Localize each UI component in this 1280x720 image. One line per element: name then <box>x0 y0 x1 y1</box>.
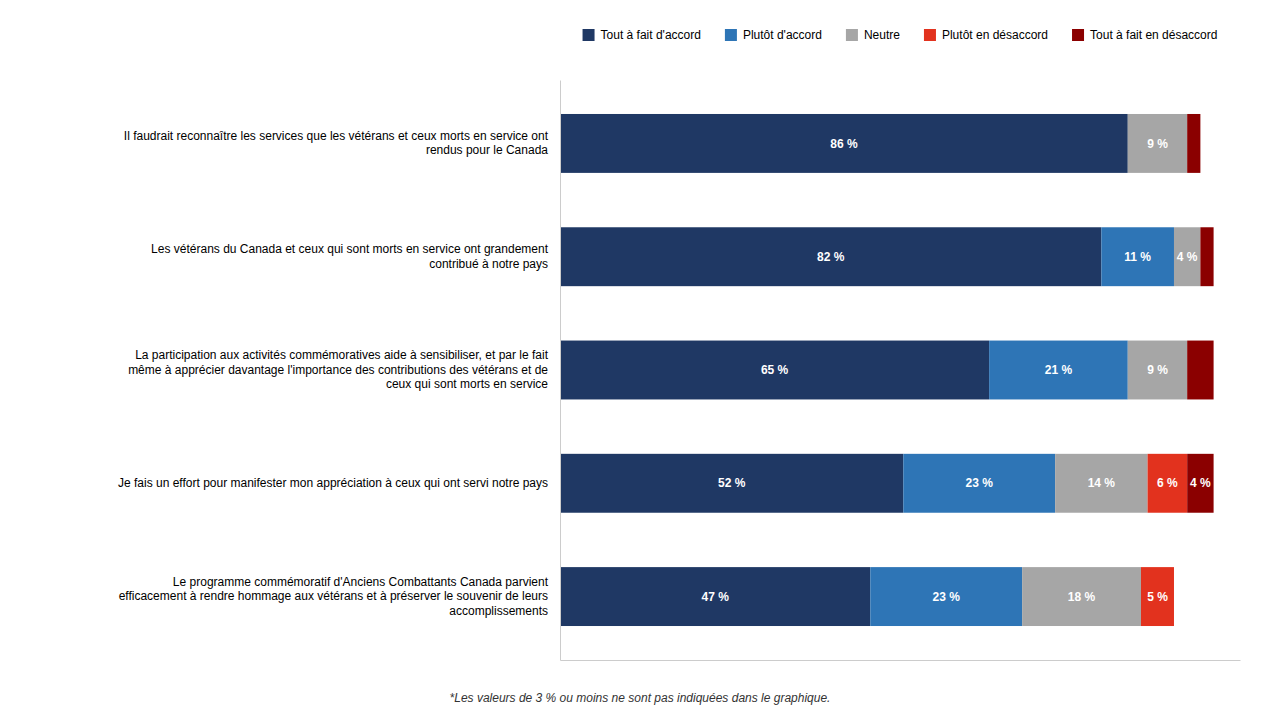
data-label: 52 % <box>718 476 746 490</box>
category-label: Je fais un effort pour manifester mon ap… <box>118 476 548 490</box>
bar-segment <box>1174 227 1200 286</box>
data-label: 9 % <box>1147 363 1168 377</box>
category-label-line: même à apprécier davantage l'importance … <box>128 363 548 377</box>
data-label: 14 % <box>1088 476 1116 490</box>
data-label: 18 % <box>1068 590 1096 604</box>
data-label: 82 % <box>817 250 845 264</box>
legend-item: Tout à fait en désaccord <box>1072 28 1217 42</box>
bar-segment <box>1055 454 1147 513</box>
category-label-line: efficacement à rendre hommage aux vétéra… <box>119 589 548 603</box>
legend: Tout à fait d'accord Plutôt d'accord Neutr… <box>583 28 1218 42</box>
category-label: Les vétérans du Canada et ceux qui sont … <box>151 242 549 270</box>
bar-segment <box>1022 567 1141 626</box>
axis-line <box>561 660 1241 661</box>
legend-swatch <box>583 29 595 41</box>
category-label-line: ceux qui sont morts en service <box>386 377 548 391</box>
bar-segment <box>560 227 1101 286</box>
legend-item: Plutôt d'accord <box>725 28 822 42</box>
bar-segment <box>1187 114 1200 173</box>
legend-item: Neutre <box>846 28 900 42</box>
category-label-line: Il faudrait reconnaître les services que… <box>124 129 549 143</box>
bar-segment <box>560 114 1128 173</box>
chart: 86 % 82 % 65 % 52 % 47 % 11 % 21 % 23 % 23 % 9 % 4… <box>0 0 1280 720</box>
data-label: 4 % <box>1177 250 1198 264</box>
bar-segment <box>1148 454 1188 513</box>
legend-label: Tout à fait en désaccord <box>1090 28 1217 42</box>
legend-item: Plutôt en désaccord <box>924 28 1048 42</box>
tick: Le programme commémoratif d'Anciens Comb… <box>119 575 549 618</box>
data-label: 5 % <box>1147 590 1168 604</box>
bars <box>560 114 1214 626</box>
bar-segment <box>560 454 903 513</box>
category-label-line: Je fais un effort pour manifester mon ap… <box>118 476 548 490</box>
category-label-line: accomplissements <box>449 604 548 618</box>
bar-segment <box>989 341 1128 400</box>
legend-item: Tout à fait d'accord <box>583 28 701 42</box>
category-label: Il faudrait reconnaître les services que… <box>124 129 549 157</box>
bar-segment <box>560 341 989 400</box>
legend-swatch <box>924 29 936 41</box>
data-label: 86 % <box>830 137 858 151</box>
data-label: 9 % <box>1147 137 1168 151</box>
bar-segment <box>1200 227 1213 286</box>
x-axis <box>561 660 1241 661</box>
legend-label: Plutôt en désaccord <box>942 28 1048 42</box>
bar-segment <box>1187 341 1213 400</box>
data-labels: 86 % 82 % 65 % 52 % 47 % 11 % 21 % 23 % 23 % 9 % 4… <box>701 137 1211 604</box>
data-label: 23 % <box>966 476 994 490</box>
bar-segment <box>1141 567 1174 626</box>
category-label-line: Les vétérans du Canada et ceux qui sont … <box>151 242 549 256</box>
bar-segment <box>903 454 1055 513</box>
y-axis: Il faudrait reconnaître les services que… <box>118 81 561 661</box>
legend-swatch <box>846 29 858 41</box>
legend-swatch <box>725 29 737 41</box>
legend-label: Neutre <box>864 28 900 42</box>
data-label: 21 % <box>1045 363 1073 377</box>
tick: Je fais un effort pour manifester mon ap… <box>118 476 548 490</box>
bar-segment <box>1128 341 1187 400</box>
data-label: 47 % <box>701 590 729 604</box>
data-label: 65 % <box>761 363 789 377</box>
axis-line <box>560 81 561 661</box>
footnote: *Les valeurs de 3 % ou moins ne sont pas… <box>450 691 831 705</box>
category-label-line: contribué à notre pays <box>429 257 548 271</box>
bar-segment <box>1187 454 1213 513</box>
data-label: 23 % <box>933 590 961 604</box>
data-label: 11 % <box>1124 250 1151 264</box>
tick: Les vétérans du Canada et ceux qui sont … <box>151 242 549 270</box>
category-label-line: La participation aux activités commémora… <box>135 348 549 362</box>
bar-segment <box>1128 114 1187 173</box>
category-label-line: Le programme commémoratif d'Anciens Comb… <box>173 575 549 589</box>
tick: La participation aux activités commémora… <box>128 348 549 391</box>
category-label: Le programme commémoratif d'Anciens Comb… <box>119 575 549 618</box>
bar-segment <box>560 567 870 626</box>
bar-segment <box>1101 227 1174 286</box>
data-label: 6 % <box>1157 476 1178 490</box>
legend-label: Tout à fait d'accord <box>601 28 701 42</box>
category-label-line: rendus pour le Canada <box>426 143 548 157</box>
legend-label: Plutôt d'accord <box>743 28 822 42</box>
bar-segment <box>870 567 1022 626</box>
legend-swatch <box>1072 29 1084 41</box>
tick: Il faudrait reconnaître les services que… <box>124 129 549 157</box>
data-label: 4 % <box>1190 476 1211 490</box>
category-label: La participation aux activités commémora… <box>128 348 549 391</box>
